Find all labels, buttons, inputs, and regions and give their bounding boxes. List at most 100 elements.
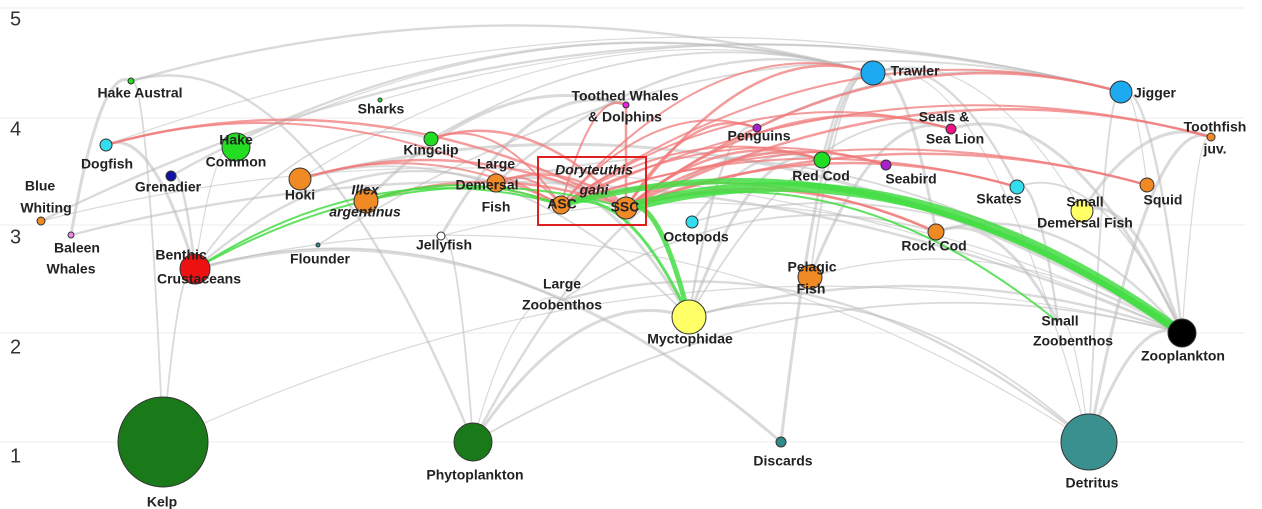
node: [99, 138, 113, 152]
node-label: Large: [543, 276, 581, 292]
node: [1109, 80, 1133, 104]
node: [671, 299, 707, 335]
node-label: & Dolphins: [588, 109, 662, 125]
node-label: Grenadier: [135, 179, 202, 195]
node: [453, 422, 493, 462]
node: [752, 123, 762, 133]
node: [551, 195, 571, 215]
edge: [935, 226, 1060, 323]
node: [436, 231, 446, 241]
axis-label: 5: [10, 8, 21, 30]
node-label: Penguins: [727, 128, 790, 144]
node: [1206, 132, 1216, 142]
node-label: Flounder: [290, 251, 350, 267]
axis-label: 4: [10, 118, 21, 140]
node: [945, 123, 957, 135]
node-label: Discards: [753, 453, 812, 469]
node-label: Whales: [46, 261, 95, 277]
edge: [625, 107, 1212, 210]
node-label: Toothed Whales: [571, 88, 678, 104]
node: [486, 173, 506, 193]
node: [1009, 179, 1025, 195]
edge: [379, 43, 1122, 101]
edge: [1120, 90, 1148, 186]
edge: [809, 258, 1183, 334]
node-label: Trawler: [890, 63, 940, 79]
node-label: Octopods: [663, 229, 729, 245]
node: [1167, 318, 1197, 348]
node: [685, 215, 699, 229]
node-label: Red Cod: [792, 168, 850, 184]
node-label: Kelp: [147, 494, 177, 509]
node-label: Sharks: [358, 101, 405, 117]
node-label: Demersal Fish: [1037, 215, 1133, 231]
edge: [40, 43, 1122, 223]
node-label: Doryteuthis: [555, 162, 633, 178]
node: [179, 253, 211, 285]
edge: [625, 190, 1059, 323]
edge: [194, 234, 1090, 443]
node-label: Large: [477, 156, 515, 172]
edge: [170, 41, 874, 178]
node-label: Hake: [219, 132, 253, 148]
node: [927, 223, 945, 241]
node: [813, 151, 831, 169]
edge: [130, 24, 874, 83]
edge: [1081, 206, 1184, 334]
node-label: Blue: [25, 178, 56, 194]
node-label: Common: [206, 154, 267, 170]
node-label: Whiting: [20, 200, 71, 216]
edge: [1087, 133, 1212, 443]
node-label: SSC: [611, 199, 640, 215]
node-label: Dogfish: [81, 156, 133, 172]
edge: [624, 121, 758, 209]
node: [423, 131, 439, 147]
node: [221, 132, 251, 162]
node-label: Jigger: [1134, 85, 1177, 101]
node-label: Detritus: [1066, 475, 1119, 491]
edge: [440, 202, 1183, 334]
edge: [688, 284, 1183, 335]
edge: [624, 64, 874, 209]
node: [377, 97, 383, 103]
node-label: Seabird: [885, 171, 936, 187]
node-label: Skates: [976, 191, 1021, 207]
node-label: Illex: [351, 182, 379, 198]
node: [67, 231, 75, 239]
node: [315, 242, 321, 248]
edge: [472, 297, 563, 443]
node: [622, 101, 630, 109]
node-label: Sea Lion: [926, 131, 984, 147]
axis-label: 3: [10, 226, 21, 248]
node-label: Phytoplankton: [426, 467, 523, 483]
node-label: Toothfish: [1184, 119, 1247, 135]
edge: [162, 285, 1183, 443]
node-label: Crustaceans: [157, 271, 241, 287]
edge: [779, 70, 874, 443]
edge: [194, 186, 627, 270]
edge: [194, 187, 562, 270]
edge: [1057, 320, 1090, 443]
node: [860, 60, 886, 86]
edges: [40, 24, 1212, 444]
edge: [471, 308, 690, 443]
node-label: Hoki: [285, 187, 315, 203]
edge: [364, 93, 627, 203]
node-label: Seals &: [919, 109, 970, 125]
node: [288, 167, 312, 191]
node-label: Myctophidae: [647, 331, 733, 347]
node-label: Small: [1066, 194, 1103, 210]
edge: [495, 173, 627, 209]
node: [775, 436, 787, 448]
edge: [688, 302, 1090, 443]
edge: [194, 131, 432, 270]
node-label: Hake Austral: [97, 85, 182, 101]
node-label: Small: [1041, 313, 1078, 329]
axis-label: 1: [10, 445, 21, 467]
edge: [130, 74, 475, 443]
node: [1070, 199, 1094, 223]
edge: [950, 122, 1184, 334]
node-label: Squid: [1144, 192, 1183, 208]
axis: 1 2 3 4 5: [10, 8, 21, 467]
